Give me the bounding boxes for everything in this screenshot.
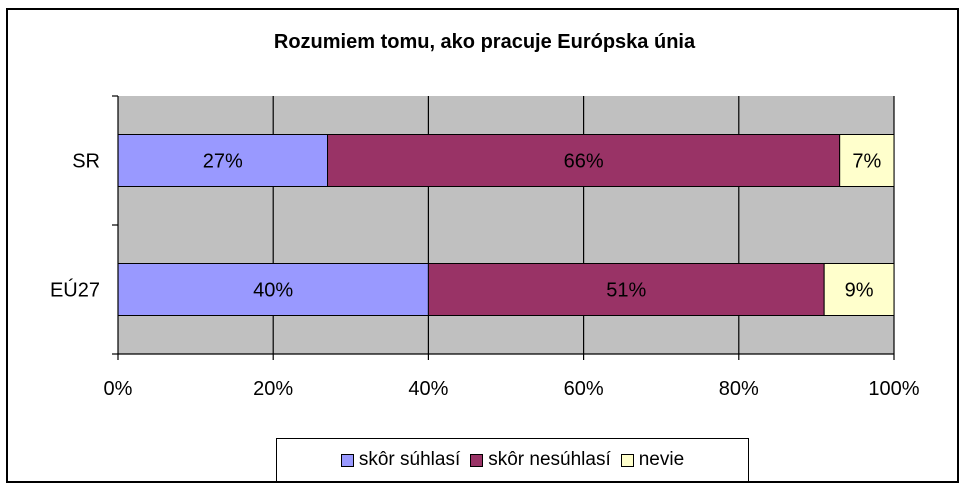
legend-swatch	[340, 453, 354, 467]
bar-segment	[117, 134, 329, 187]
data-label: 27%	[203, 151, 243, 173]
data-label: 66%	[564, 151, 604, 173]
data-label: 9%	[845, 280, 874, 302]
bar-segment	[823, 263, 895, 316]
chart-title: Rozumiem tomu, ako pracuje Európska únia	[273, 31, 696, 53]
x-tick-label: 100%	[868, 378, 919, 400]
legend-swatch	[620, 453, 634, 467]
data-label: 40%	[253, 280, 293, 302]
legend-label: nevie	[638, 449, 685, 470]
category-label: EÚ27	[50, 279, 100, 302]
x-tick-label: 40%	[408, 378, 448, 400]
legend-item: nevie	[620, 449, 685, 471]
bar-segment	[117, 263, 429, 316]
legend-item: skôr súhlasí	[340, 449, 461, 471]
x-tick-label: 0%	[104, 378, 133, 400]
legend-label: skôr súhlasí	[358, 449, 461, 470]
data-label: 7%	[852, 151, 881, 173]
legend-item: skôr nesúhlasí	[470, 449, 611, 471]
plot-area: 27% 66% 7% SR 40% 51% 9% EÚ27 0% 20% 40% 60% 80% 100%	[50, 95, 920, 400]
category-label: SR	[72, 151, 100, 173]
x-tick-label: 20%	[253, 378, 293, 400]
chart-frame: Rozumiem tomu, ako pracuje Európska únia…	[6, 8, 959, 483]
x-tick-label: 80%	[719, 378, 759, 400]
bar-segment	[839, 134, 895, 187]
legend-label: skôr nesúhlasí	[488, 449, 611, 470]
data-label: 51%	[606, 280, 646, 302]
legend: skôr súhlasí skôr nesúhlasí nevie	[276, 438, 749, 482]
legend-swatch	[470, 453, 484, 467]
x-tick-label: 60%	[564, 378, 604, 400]
